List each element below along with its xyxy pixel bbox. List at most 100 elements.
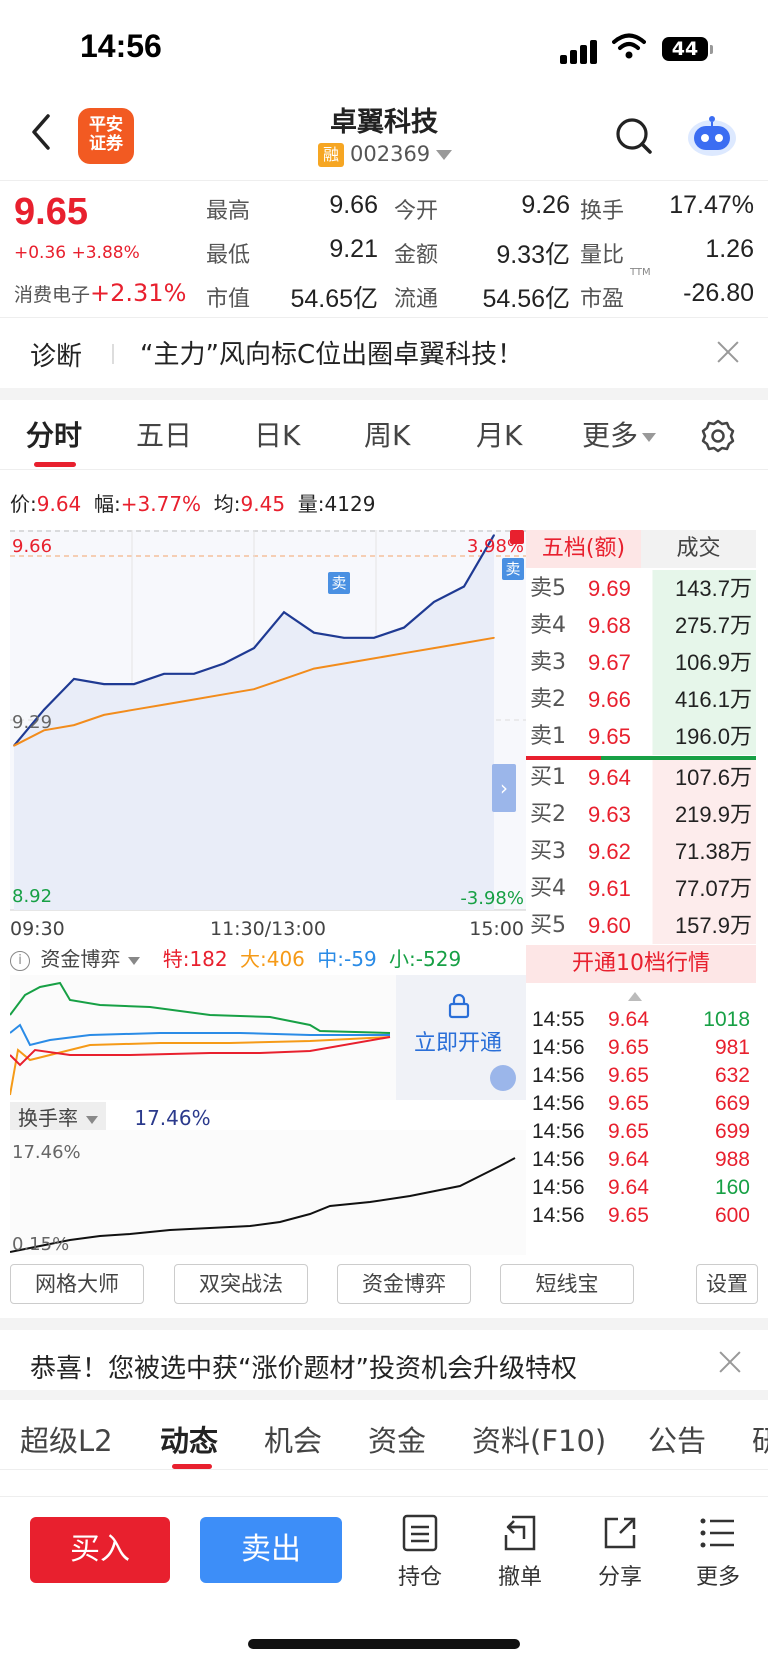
price-line-point bbox=[223, 662, 225, 665]
tab-research[interactable]: 研 bbox=[752, 1418, 768, 1460]
tab-trades[interactable]: 成交 bbox=[641, 530, 756, 568]
trade-time: 14:56 bbox=[532, 1148, 585, 1171]
ask-row[interactable]: 卖4 9.68 275.7万 bbox=[526, 607, 756, 644]
intraday-chart[interactable]: 9.66 3.98% 9.29 8.92 -3.98% 09:30 11:30/… bbox=[10, 530, 526, 940]
bid-row[interactable]: 买2 9.63 219.9万 bbox=[526, 796, 756, 833]
price-line-point bbox=[463, 585, 465, 588]
holdings-button[interactable]: 持仓 bbox=[380, 1513, 460, 1591]
tab-opportunity[interactable]: 机会 bbox=[264, 1424, 323, 1458]
bid-row[interactable]: 买3 9.62 71.38万 bbox=[526, 833, 756, 870]
bid-row[interactable]: 买1 9.64 107.6万 bbox=[526, 759, 756, 796]
open-label: 今开 bbox=[394, 199, 439, 224]
open-level10-button[interactable]: 开通10档行情 bbox=[526, 945, 756, 983]
fund-game-chart[interactable]: 立即开通 bbox=[9, 975, 526, 1100]
x-end-label: 15:00 bbox=[469, 918, 524, 940]
y-min-pct-label: -3.98% bbox=[460, 888, 524, 909]
tab-news[interactable]: 动态 bbox=[160, 1424, 219, 1458]
level-amount: 196.0万 bbox=[674, 724, 752, 749]
fund-game-button[interactable]: 资金博弈 bbox=[337, 1264, 471, 1304]
tab-f10[interactable]: 资料(F10) bbox=[472, 1424, 607, 1458]
bid-row[interactable]: 买5 9.60 157.9万 bbox=[526, 907, 756, 944]
tab-orderbook[interactable]: 五档(额) bbox=[526, 530, 641, 568]
more-label: 更多 bbox=[695, 1565, 740, 1590]
assistant-robot-icon[interactable] bbox=[686, 112, 738, 158]
back-icon[interactable] bbox=[24, 112, 60, 152]
level-label: 买3 bbox=[530, 839, 566, 864]
turnover-selector[interactable]: 换手率 bbox=[10, 1102, 106, 1131]
tab-daily-k[interactable]: 日K bbox=[254, 419, 301, 452]
search-icon[interactable] bbox=[614, 116, 654, 156]
ask-row[interactable]: 卖3 9.67 106.9万 bbox=[526, 644, 756, 681]
fund-game-header: i 资金博弈 特:182 大:406 中:-59 小:-529 bbox=[10, 943, 526, 973]
tab-more[interactable]: 更多 bbox=[582, 414, 657, 454]
price-label: 价: bbox=[10, 492, 37, 516]
sector-name: 消费电子 bbox=[14, 284, 91, 306]
avg-line-point bbox=[343, 662, 345, 665]
cancel-order-button[interactable]: 撤单 bbox=[480, 1513, 560, 1591]
cancel-order-label: 撤单 bbox=[497, 1565, 542, 1590]
tab-announcements[interactable]: 公告 bbox=[648, 1424, 707, 1458]
cancel-order-icon bbox=[504, 1515, 536, 1551]
tab-monthly-k[interactable]: 月K bbox=[476, 419, 523, 452]
avg-line-point bbox=[373, 657, 375, 660]
diagnosis-banner[interactable]: 诊断 “主力”风向标C位出圈卓翼科技！ bbox=[0, 318, 768, 388]
short-line-button[interactable]: 短线宝 bbox=[500, 1264, 634, 1304]
refresh-icon[interactable] bbox=[490, 1065, 516, 1091]
ask-row[interactable]: 卖2 9.66 416.1万 bbox=[526, 681, 756, 718]
high-label: 最高 bbox=[206, 199, 251, 224]
avg-line-point bbox=[283, 678, 285, 680]
trade-volume: 160 bbox=[714, 1176, 750, 1199]
buy-button[interactable]: 买入 bbox=[30, 1517, 170, 1583]
tab-intraday[interactable]: 分时 bbox=[26, 419, 83, 452]
level-amount: 107.6万 bbox=[674, 765, 752, 790]
info-icon[interactable]: i bbox=[10, 950, 30, 971]
tab-5day[interactable]: 五日 bbox=[136, 419, 193, 452]
close-icon[interactable] bbox=[718, 1350, 742, 1374]
holdings-label: 持仓 bbox=[397, 1565, 442, 1590]
unlock-button[interactable]: 立即开通 bbox=[414, 1031, 503, 1056]
ask-row[interactable]: 卖5 9.69 143.7万 bbox=[526, 570, 756, 607]
chart-tabs: 分时 五日 日K 周K 月K 更多 bbox=[0, 400, 768, 470]
sell-button[interactable]: 卖出 bbox=[200, 1517, 342, 1583]
turnover-bottom-label: 0.15% bbox=[12, 1234, 70, 1255]
turnover-value: 17.46% bbox=[134, 1106, 211, 1130]
turnover-chart[interactable]: 17.46% 0.15% bbox=[9, 1130, 526, 1255]
quote-panel: 9.65 +0.36 +3.88% 消费电子+2.31% 最高 9.66 今开 … bbox=[0, 180, 768, 318]
price-line-point bbox=[313, 631, 315, 634]
sell-marker[interactable]: 卖 bbox=[502, 558, 524, 580]
scroll-up-icon[interactable] bbox=[628, 992, 642, 1001]
tab-funds[interactable]: 资金 bbox=[368, 1424, 427, 1458]
level-amount: 71.38万 bbox=[674, 839, 752, 864]
avg-line-point bbox=[253, 688, 255, 690]
pe-ttm-suffix: TTM bbox=[630, 267, 651, 278]
trade-row: 14:56 9.65 600 bbox=[526, 1202, 756, 1230]
gear-icon[interactable] bbox=[700, 418, 736, 454]
ask-row[interactable]: 卖1 9.65 196.0万 bbox=[526, 718, 756, 755]
sell-marker[interactable]: 卖 bbox=[328, 572, 350, 594]
sector-link[interactable]: 消费电子+2.31% bbox=[14, 279, 186, 307]
expand-chevron-icon[interactable]: › bbox=[492, 764, 516, 812]
tab-more-label: 更多 bbox=[582, 419, 639, 452]
double-break-button[interactable]: 双突战法 bbox=[174, 1264, 308, 1304]
trade-row: 14:56 9.64 160 bbox=[526, 1174, 756, 1202]
tab-l2[interactable]: 超级L2 bbox=[20, 1424, 113, 1458]
home-indicator bbox=[248, 1639, 520, 1649]
stock-code-selector[interactable]: 融 002369 bbox=[318, 142, 453, 167]
close-icon[interactable] bbox=[716, 340, 740, 364]
level-price: 9.65 bbox=[588, 724, 631, 749]
turnover-top-label: 17.46% bbox=[12, 1142, 81, 1163]
price-line-point bbox=[433, 601, 435, 603]
fund-game-selector[interactable]: 资金博弈 bbox=[40, 947, 141, 971]
grid-master-button[interactable]: 网格大师 bbox=[10, 1264, 144, 1304]
bid-row[interactable]: 买4 9.61 77.07万 bbox=[526, 870, 756, 907]
level-amount: 157.9万 bbox=[674, 913, 752, 938]
more-button[interactable]: 更多 bbox=[678, 1513, 758, 1591]
share-button[interactable]: 分享 bbox=[580, 1513, 660, 1591]
fund-game-label: 资金博弈 bbox=[40, 947, 121, 971]
promo-banner[interactable]: 恭喜！您被选中获“涨价题材”投资机会升级特权 bbox=[0, 1330, 768, 1400]
status-time: 14:56 bbox=[80, 28, 162, 64]
avg-value: 9.45 bbox=[240, 492, 286, 516]
caret-down-icon bbox=[128, 956, 141, 965]
tab-weekly-k[interactable]: 周K bbox=[364, 419, 411, 452]
settings-button[interactable]: 设置 bbox=[696, 1264, 758, 1304]
